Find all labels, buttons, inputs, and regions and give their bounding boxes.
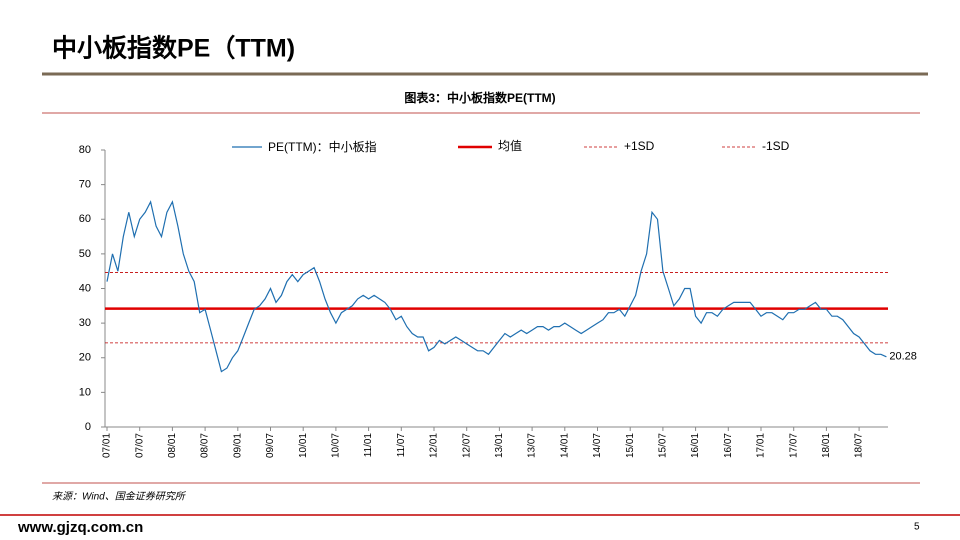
x-tick-label: 13/01 [494, 433, 505, 458]
x-tick-label: 18/07 [854, 433, 865, 458]
y-tick-label: 20 [79, 352, 91, 364]
legend-label: +1SD [624, 139, 655, 153]
x-tick-label: 18/01 [821, 433, 832, 458]
x-tick-label: 11/07 [396, 433, 407, 458]
x-tick-label: 13/07 [527, 433, 538, 458]
source: 来源：Wind、国金证券研究所 [52, 491, 187, 503]
x-tick-label: 12/01 [429, 433, 440, 458]
last-value-label: 20.28 [889, 351, 917, 363]
website: www.gjzq.com.cn [17, 519, 143, 536]
legend-label: -1SD [762, 139, 790, 153]
chart-title: 图表3：中小板指数PE(TTM) [404, 90, 555, 105]
slide-title: 中小板指数PE（TTM) [52, 34, 295, 63]
x-tick-label: 11/01 [363, 433, 374, 458]
x-tick-label: 16/01 [690, 433, 701, 458]
x-tick-label: 09/07 [265, 433, 276, 458]
x-tick-label: 10/07 [331, 433, 342, 458]
legend-label: 均值 [498, 138, 522, 153]
x-tick-label: 09/01 [232, 433, 243, 458]
y-tick-label: 70 [79, 179, 91, 191]
x-tick-label: 07/07 [134, 433, 145, 458]
x-tick-label: 17/01 [756, 433, 767, 458]
x-tick-label: 08/01 [167, 433, 178, 458]
y-tick-label: 30 [79, 317, 91, 329]
y-tick-label: 10 [79, 386, 91, 398]
x-tick-label: 17/07 [788, 433, 799, 458]
y-tick-label: 80 [79, 144, 91, 156]
x-tick-label: 12/07 [461, 433, 472, 458]
x-tick-label: 16/07 [723, 433, 734, 458]
x-tick-label: 15/07 [658, 433, 669, 458]
y-tick-label: 0 [85, 421, 91, 433]
y-tick-label: 60 [79, 213, 91, 225]
x-tick-label: 08/07 [200, 433, 211, 458]
page-number: 5 [914, 522, 920, 533]
data-line [106, 200, 887, 373]
x-tick-label: 07/01 [102, 433, 113, 458]
x-tick-label: 14/07 [592, 433, 603, 458]
legend-label: PE(TTM)：中小板指 [268, 139, 377, 154]
x-tick-label: 14/01 [559, 433, 570, 458]
y-tick-label: 50 [79, 248, 91, 260]
x-tick-label: 15/01 [625, 433, 636, 458]
y-tick-label: 40 [79, 282, 91, 294]
x-tick-label: 10/01 [298, 433, 309, 458]
